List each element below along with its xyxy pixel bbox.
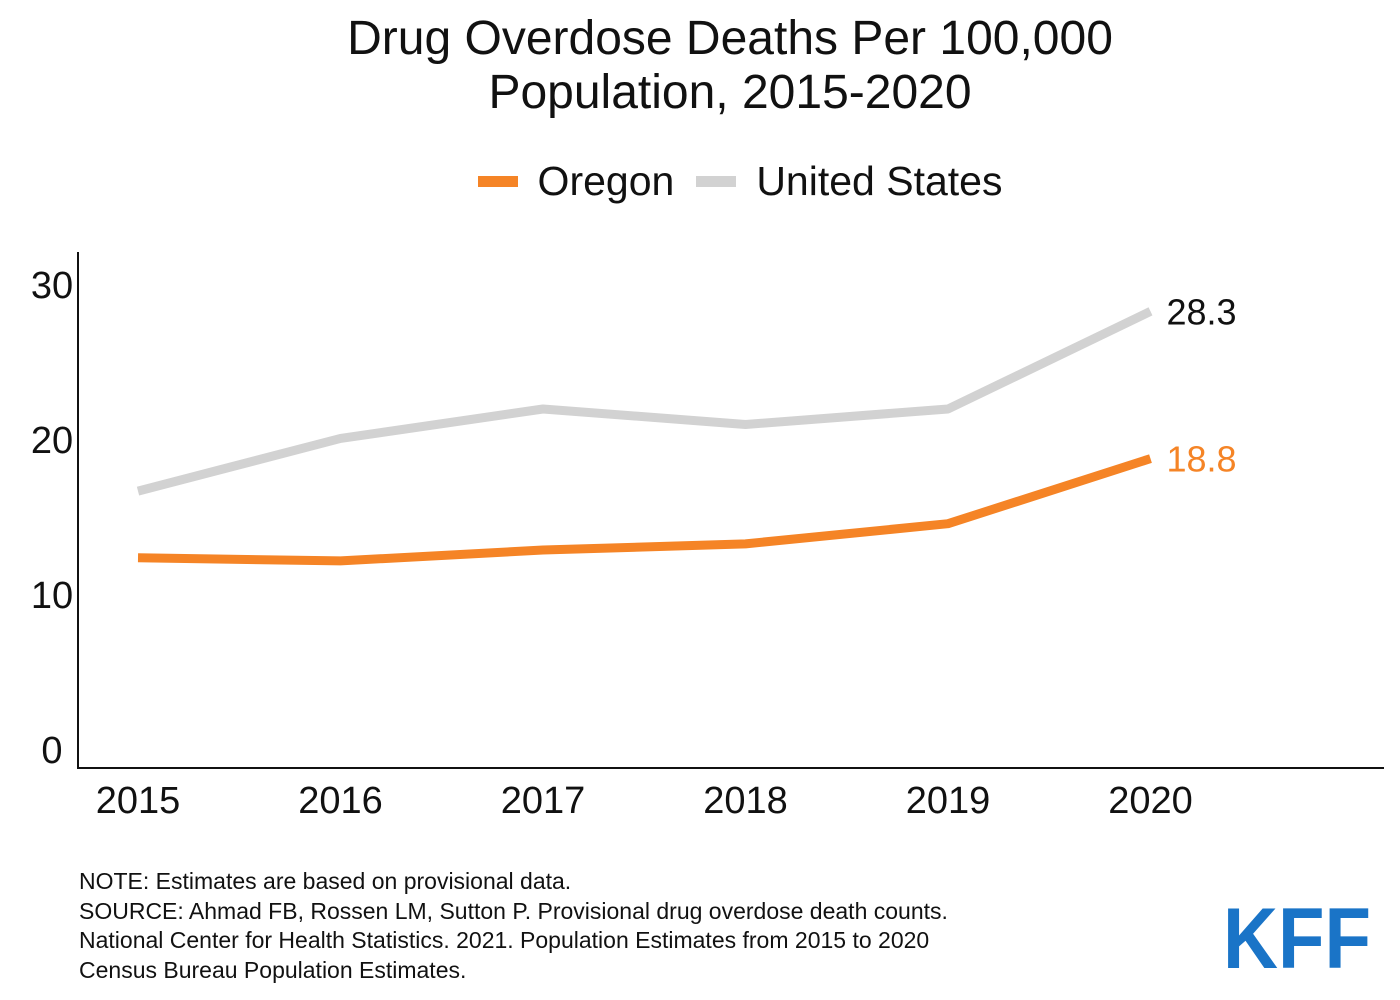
x-tick-label: 2019	[906, 780, 991, 822]
note-line: NOTE: Estimates are based on provisional…	[79, 868, 572, 894]
series-line-oregon	[137, 454, 1152, 566]
series-layer	[136, 307, 1153, 566]
y-tick-label: 20	[31, 420, 73, 462]
legend-label-oregon: Oregon	[537, 158, 675, 204]
legend-item-oregon: Oregon	[477, 158, 675, 205]
legend-label-united-states: United States	[756, 158, 1003, 204]
x-tick-label: 2015	[96, 780, 181, 822]
source-line-3: Census Bureau Population Estimates.	[79, 956, 467, 983]
chart-title-line-2: Population, 2015-2020	[488, 66, 972, 119]
chart-legend: Oregon United States	[0, 158, 1400, 205]
x-tick-label: 2017	[501, 780, 586, 822]
x-tick-label: 2020	[1108, 780, 1193, 822]
y-tick-label: 0	[41, 730, 62, 772]
kff-logo: KFF	[1223, 903, 1371, 969]
line-chart: 0 10 20 30 2015 2016 2017 2018 2019 2020 18.8 28.3	[31, 252, 1384, 822]
kff-logo-text: KFF	[1223, 903, 1371, 969]
legend-swatch-oregon	[477, 176, 518, 187]
axis-layer	[77, 252, 1384, 769]
chart-title-line-1: Drug Overdose Deaths Per 100,000	[347, 12, 1113, 65]
source-line-1: SOURCE: Ahmad FB, Rossen LM, Sutton P. P…	[79, 897, 948, 924]
chart-title: Drug Overdose Deaths Per 100,000 Populat…	[0, 12, 1400, 120]
label-layer: 0 10 20 30 2015 2016 2017 2018 2019 2020 18.8 28.3	[31, 265, 1237, 822]
legend-item-united-states: United States	[696, 158, 1002, 205]
end-label-oregon: 18.8	[1167, 439, 1237, 480]
series-line-united-states	[136, 307, 1153, 496]
y-tick-label: 30	[31, 265, 73, 307]
chart-notes: NOTE: Estimates are based on provisional…	[79, 867, 948, 985]
y-tick-label: 10	[31, 575, 73, 617]
source-line-2: National Center for Health Statistics. 2…	[79, 927, 930, 953]
x-tick-label: 2016	[298, 780, 383, 822]
end-label-united-states: 28.3	[1167, 291, 1237, 332]
legend-swatch-united-states	[696, 176, 737, 187]
x-tick-label: 2018	[703, 780, 788, 822]
